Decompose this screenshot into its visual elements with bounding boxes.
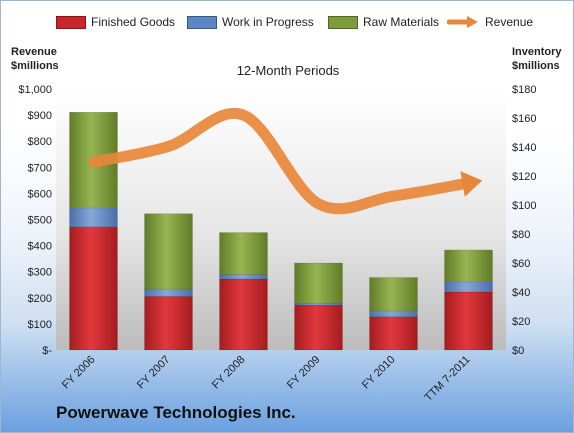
legend-arrow-revenue (447, 16, 478, 28)
legend-item-raw-materials: Raw Materials (328, 15, 439, 29)
bar-segment-wip (219, 274, 268, 280)
revenue-line (88, 107, 474, 215)
legend-item-revenue: Revenue (447, 15, 533, 29)
bar-segment-wip (369, 310, 418, 317)
left-axis-tick-label: $- (42, 345, 52, 357)
left-axis-title-line1: Revenue (11, 46, 57, 58)
bar-segment-wip (444, 281, 493, 293)
bar-segment-raw-materials (444, 249, 493, 283)
left-axis-title: Revenue $millions (11, 45, 59, 73)
right-axis-title-line1: Inventory (512, 46, 562, 58)
bar-segment-wip (144, 288, 193, 297)
category-label: FY 2006 (60, 354, 98, 392)
right-axis-tick-label: $160 (512, 113, 536, 125)
left-axis-tick-label: $200 (28, 293, 52, 305)
category-label: TTM 7-2011 (422, 354, 472, 404)
legend-item-finished-goods: Finished Goods (56, 15, 175, 29)
category-label: FY 2010 (360, 354, 398, 392)
category-label: FY 2007 (135, 354, 173, 392)
right-axis-tick-label: $0 (512, 345, 524, 357)
category-label: FY 2008 (210, 354, 248, 392)
bar-segment-finished-goods (144, 296, 193, 351)
left-axis-tick-label: $400 (28, 241, 52, 253)
right-axis-tick-label: $80 (512, 229, 530, 241)
left-axis-tick-label: $700 (28, 162, 52, 174)
chart-legend: Finished Goods Work in Progress Raw Mate… (1, 15, 573, 35)
left-axis-tick-label: $600 (28, 188, 52, 200)
bar-segment-finished-goods (369, 316, 418, 351)
right-axis-tick-label: $40 (512, 287, 530, 299)
bar-segment-wip (69, 207, 118, 227)
bar-segment-finished-goods (219, 278, 268, 351)
bar-segment-finished-goods (69, 226, 118, 351)
right-axis-tick-label: $180 (512, 84, 536, 96)
left-axis-title-line2: $millions (11, 60, 59, 72)
legend-label-raw-materials: Raw Materials (363, 15, 440, 29)
bar-segment-raw-materials (144, 213, 193, 290)
bar-segment-raw-materials (219, 232, 268, 275)
left-axis-tick-label: $800 (28, 136, 52, 148)
period-label: 12-Month Periods (236, 63, 340, 78)
plot-area (56, 89, 506, 350)
bar-segment-raw-materials (294, 262, 343, 304)
revenue-arrowhead (460, 171, 483, 197)
legend-swatch-finished-goods (56, 15, 86, 29)
left-axis-tick-label: $900 (28, 110, 52, 122)
legend-swatch-raw-materials (328, 15, 358, 29)
right-axis-tick-label: $100 (512, 200, 536, 212)
legend-item-wip: Work in Progress (187, 15, 314, 29)
legend-label-wip: Work in Progress (222, 15, 314, 29)
right-axis-title-line2: $millions (512, 60, 560, 72)
category-label: FY 2009 (285, 354, 323, 392)
right-axis-tick-label: $60 (512, 258, 530, 270)
left-axis-tick-label: $1,000 (18, 84, 52, 96)
legend-label-finished-goods: Finished Goods (91, 15, 176, 29)
right-axis-tick-label: $140 (512, 142, 536, 154)
right-axis-tick-label: $120 (512, 171, 536, 183)
company-name: Powerwave Technologies Inc. (56, 403, 296, 422)
legend-label-revenue: Revenue (485, 15, 534, 29)
left-axis-tick-label: $100 (28, 319, 52, 331)
left-axis-tick-label: $300 (28, 267, 52, 279)
legend-swatch-wip (187, 15, 217, 29)
left-axis-tick-label: $500 (28, 215, 52, 227)
right-axis-tick-label: $20 (512, 316, 530, 328)
bar-segment-finished-goods (294, 304, 343, 351)
bar-segment-raw-materials (369, 277, 418, 312)
bar-segment-finished-goods (444, 291, 493, 351)
right-axis-title: Inventory $millions (512, 45, 562, 73)
